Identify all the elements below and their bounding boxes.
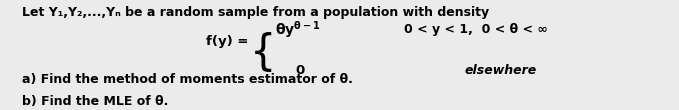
Text: a) Find the method of moments estimator of θ.: a) Find the method of moments estimator … — [22, 73, 352, 86]
Text: 0: 0 — [295, 64, 305, 77]
Text: b) Find the MLE of θ.: b) Find the MLE of θ. — [22, 95, 168, 108]
Text: 0 < y < 1,  0 < θ < ∞: 0 < y < 1, 0 < θ < ∞ — [404, 23, 547, 36]
Text: f(y) =: f(y) = — [206, 35, 249, 48]
Text: $\mathbf{\theta y^{\theta-1}}$: $\mathbf{\theta y^{\theta-1}}$ — [275, 19, 320, 40]
Text: elsewhere: elsewhere — [464, 64, 537, 77]
Text: Let Y₁,Y₂,...,Yₙ be a random sample from a population with density: Let Y₁,Y₂,...,Yₙ be a random sample from… — [22, 6, 489, 19]
Text: {: { — [251, 32, 277, 74]
